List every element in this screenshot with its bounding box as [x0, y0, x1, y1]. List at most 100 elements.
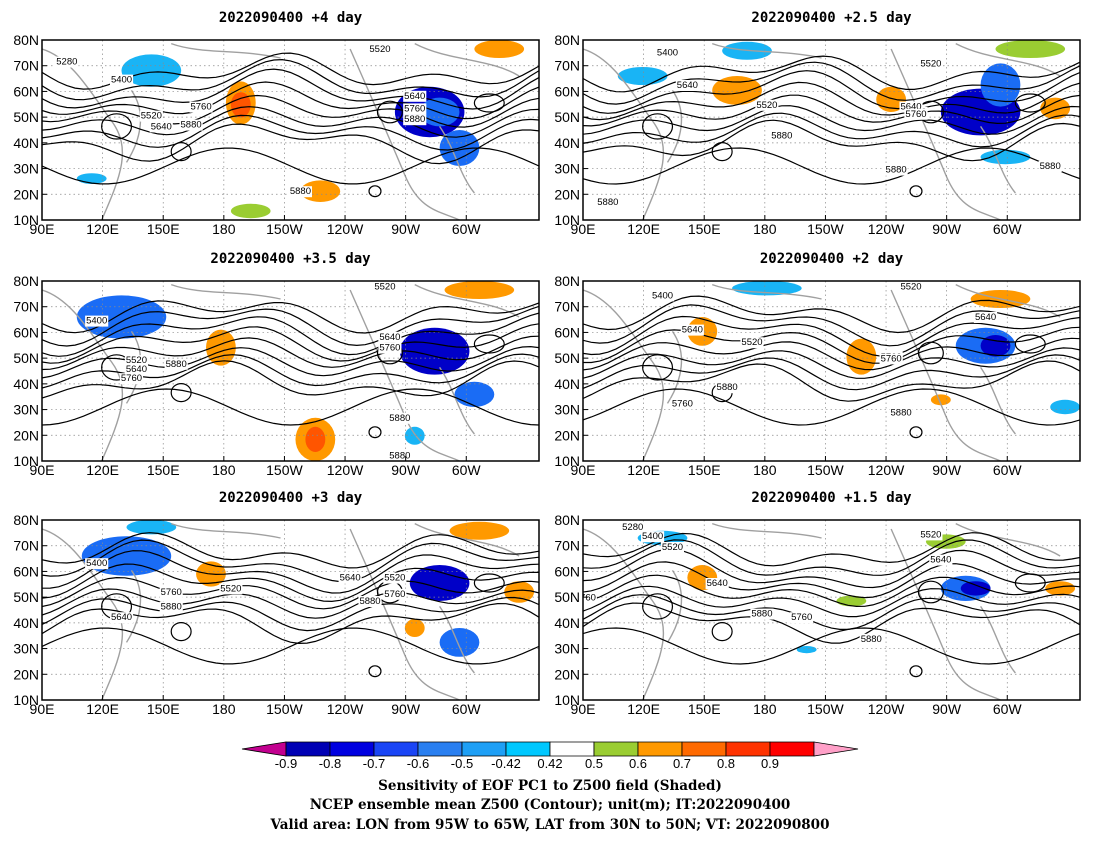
z500-contour — [583, 548, 1080, 589]
x-tick-label: 120W — [868, 701, 905, 717]
contour-label-bg — [109, 74, 134, 86]
z500-contour — [583, 388, 1080, 426]
z500-contour — [583, 94, 1080, 127]
y-tick-label: 30N — [13, 161, 39, 177]
z500-contour — [42, 300, 539, 334]
colorbar-swatch — [769, 741, 815, 757]
contour-label: 5880 — [1040, 161, 1061, 172]
x-tick-label: 150E — [147, 701, 180, 717]
contour-label: 5400 — [642, 531, 663, 542]
colorbar-swatch — [373, 741, 419, 757]
sensitivity-shading — [876, 86, 907, 112]
map-panel: 5400564055205760588058805520564057605880… — [554, 10, 1081, 237]
y-tick-label: 60N — [13, 563, 39, 579]
map-frame — [582, 519, 1081, 701]
z500-contour — [583, 315, 1080, 357]
contour-label: 5520 — [920, 58, 941, 69]
contour-label-bg — [670, 398, 694, 410]
contour-label-bg — [705, 578, 729, 589]
contour-label-bg — [368, 44, 392, 55]
coastline — [583, 289, 665, 461]
y-tick-label: 40N — [13, 376, 39, 392]
y-tick-label: 80N — [13, 273, 39, 289]
y-tick-label: 20N — [13, 427, 39, 443]
colorbar-tick-label: 0.6 — [629, 756, 647, 771]
x-tick-label: 90E — [30, 221, 55, 237]
y-tick-label: 70N — [13, 538, 39, 554]
colorbar-tick-label: -0.7 — [363, 756, 385, 771]
z500-contour — [42, 335, 539, 371]
z500-contour — [42, 68, 539, 110]
closed-contour — [711, 621, 733, 642]
z500-contour — [42, 576, 539, 610]
contour-label-bg — [124, 355, 149, 367]
z500-contour — [42, 360, 539, 399]
sensitivity-shading — [617, 67, 668, 85]
y-tick-label: 80N — [13, 32, 39, 48]
contour-label: 5640 — [682, 325, 703, 336]
closed-contour — [376, 100, 403, 124]
contour-label-bg — [621, 522, 645, 534]
contour-label-bg — [650, 290, 675, 302]
z500-contour — [583, 105, 1080, 135]
x-tick-label: 150E — [688, 221, 721, 237]
contour-label: 5520 — [369, 44, 390, 55]
x-tick-label: 90W — [391, 221, 421, 237]
contour-label: 5880 — [404, 114, 425, 125]
sensitivity-shading — [995, 40, 1066, 58]
contour-label: 5880 — [359, 596, 380, 607]
coastline — [980, 367, 1016, 435]
closed-contour — [909, 426, 923, 439]
contour-label-bg — [378, 331, 402, 343]
x-tick-label: 90W — [391, 701, 421, 717]
contour-label: 5880 — [891, 407, 912, 418]
sensitivity-shading — [404, 619, 425, 637]
z500-contour — [42, 312, 539, 357]
coastline — [349, 528, 460, 700]
closed-contour — [917, 341, 944, 365]
y-tick-label: 50N — [13, 350, 39, 366]
x-tick-label: 150W — [807, 701, 844, 717]
colorbar-tick-label: 0.42 — [537, 756, 562, 771]
closed-contour — [170, 142, 192, 162]
sensitivity-shading — [712, 76, 762, 105]
coastline — [890, 528, 1001, 700]
y-tick-label: 50N — [554, 350, 580, 366]
contour-label: 5760 — [791, 612, 812, 623]
colorbar: -0.9 -0.8 -0.7 -0.6 -0.5 -0.42 0.42 0.5 0.6 0.7 0.… — [241, 741, 859, 771]
x-tick-label: 180 — [212, 221, 236, 237]
colorbar-swatch — [417, 741, 463, 757]
x-tick-label: 120W — [327, 221, 364, 237]
z500-contour — [42, 345, 539, 379]
map-panel: 5400 5640 5760 5880 5520 5640 5880 5520 5760 2022… — [13, 490, 540, 717]
contour-label-bg — [899, 281, 923, 293]
x-tick-label: 120E — [86, 462, 119, 478]
y-tick-label: 60N — [554, 324, 580, 340]
colorbar-tick-label: -0.9 — [275, 756, 297, 771]
coastline — [711, 42, 822, 59]
coastline — [890, 289, 1001, 461]
coastline — [955, 522, 1061, 557]
y-tick-label: 40N — [554, 135, 580, 151]
contour-label: 5400 — [86, 558, 107, 569]
y-tick-label: 20N — [554, 666, 580, 682]
contour-label: 5520 — [126, 355, 147, 366]
y-tick-label: 40N — [554, 376, 580, 392]
sensitivity-shading — [960, 581, 991, 596]
colorbar-swatch — [593, 741, 639, 757]
contour-label: 5280 — [56, 57, 77, 68]
sensitivity-shading — [846, 338, 877, 375]
contour-label-bg — [124, 364, 149, 376]
sensitivity-shading — [1050, 399, 1080, 415]
contour-label-bg — [899, 101, 923, 113]
panel-title: 2022090400 +3 day — [219, 490, 363, 506]
contour-label: 5400 — [86, 316, 107, 327]
colorbar-tick-label: 0.8 — [717, 756, 735, 771]
colorbar-tick-label: 0.5 — [585, 756, 603, 771]
z500-contour — [42, 627, 539, 665]
colorbar-swatch — [725, 741, 771, 757]
colorbar-swatch — [241, 741, 287, 757]
